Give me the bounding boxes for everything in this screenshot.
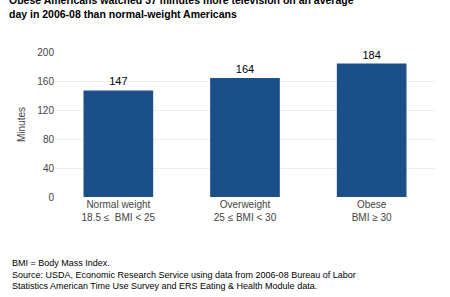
svg-text:120: 120 <box>37 105 54 116</box>
svg-text:164: 164 <box>236 63 254 75</box>
svg-text:184: 184 <box>362 49 380 61</box>
svg-text:200: 200 <box>37 47 54 58</box>
svg-text:40: 40 <box>43 163 55 174</box>
svg-text:Overweight25 ≤ BMI < 30: Overweight25 ≤ BMI < 30 <box>214 199 277 223</box>
svg-text:Obese Americans watched 37 min: Obese Americans watched 37 minutes more … <box>9 0 354 20</box>
svg-text:147: 147 <box>109 75 127 87</box>
svg-text:BMI = Body Mass Index.Source:: BMI = Body Mass Index.Source: USDA, Econ… <box>12 258 356 291</box>
svg-text:Normal weight18.5 ≤ BMI < 25: Normal weight18.5 ≤ BMI < 25 <box>82 199 156 223</box>
svg-text:80: 80 <box>43 134 55 145</box>
svg-text:Minutes: Minutes <box>16 107 27 142</box>
svg-text:ObeseBMI ≥ 30: ObeseBMI ≥ 30 <box>352 199 392 223</box>
svg-text:0: 0 <box>48 192 54 203</box>
svg-text:160: 160 <box>37 76 54 87</box>
